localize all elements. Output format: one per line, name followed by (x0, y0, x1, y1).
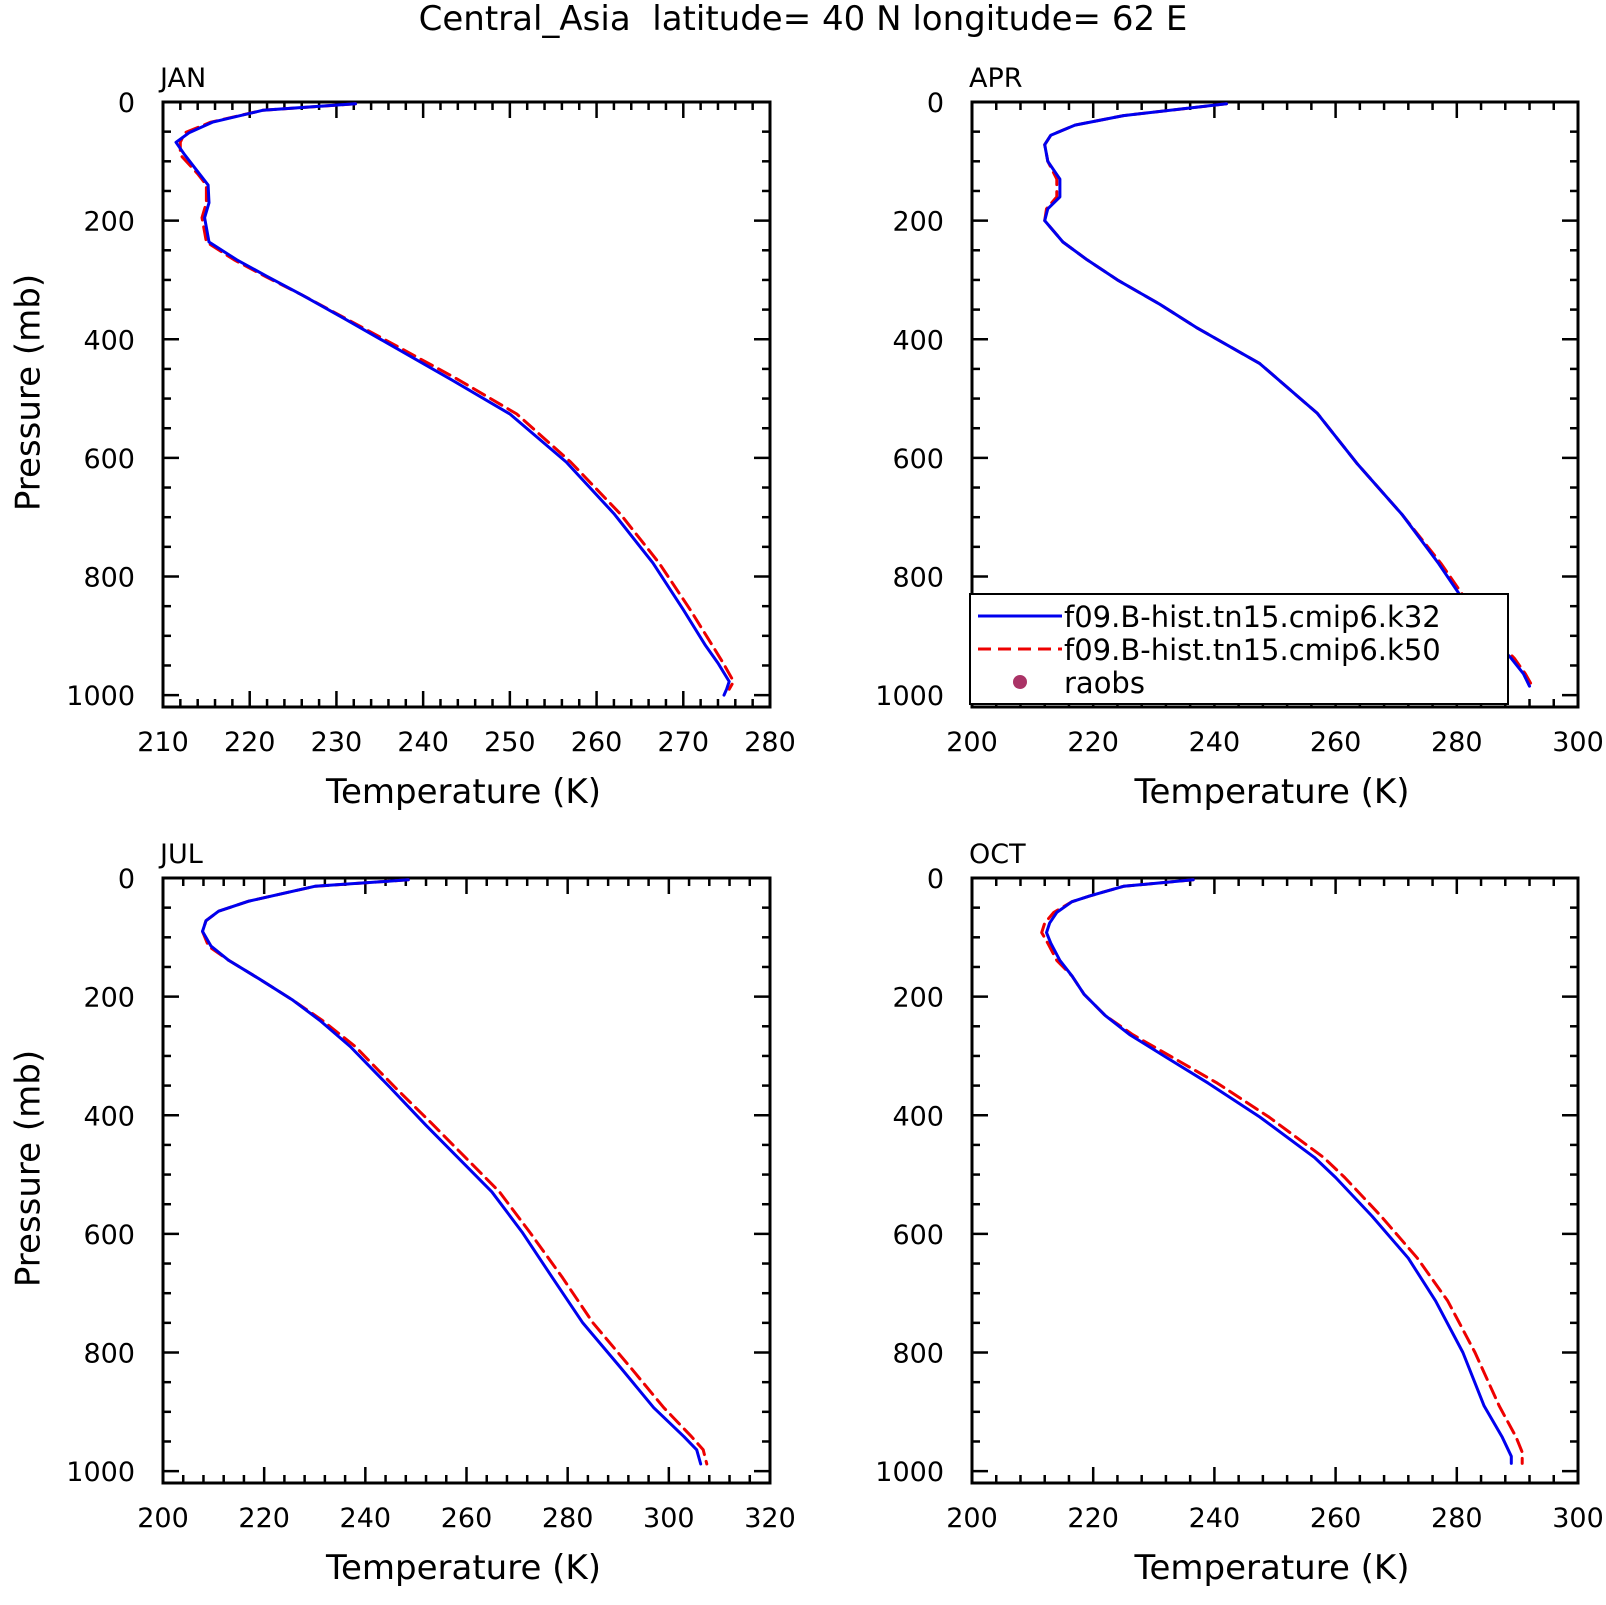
y-tick-label: 600 (892, 1220, 944, 1251)
x-tick-label: 220 (1067, 727, 1119, 758)
plot-frame (970, 100, 1580, 709)
y-axis-label: Pressure (mb) (9, 274, 49, 511)
series-line-k50 (178, 102, 736, 691)
series-line-k32 (174, 102, 731, 697)
y-tick-label: 0 (118, 88, 135, 119)
x-tick-label: 220 (1067, 1503, 1119, 1534)
x-tick-label: 260 (441, 1503, 493, 1534)
y-tick-label: 0 (927, 864, 944, 895)
plot-frame (970, 876, 1580, 1485)
y-axis-label: Pressure (mb) (9, 1050, 49, 1287)
legend-label: f09.B-hist.tn15.cmip6.k32 (1064, 600, 1441, 634)
panel-title: JAN (158, 63, 206, 94)
y-tick-label: 400 (83, 1101, 135, 1132)
y-tick-label: 1000 (875, 1457, 944, 1488)
x-axis-label: Temperature (K) (1133, 1548, 1409, 1588)
x-tick-label: 240 (1189, 727, 1241, 758)
legend-label: raobs (1064, 666, 1145, 700)
x-tick-label: 200 (946, 1503, 998, 1534)
panel-jul: JUL 200 220 240 260 280 300 320 0 200 400 600 800 100… (9, 839, 796, 1588)
y-tick-label: 200 (892, 207, 944, 238)
y-tick-label: 1000 (66, 681, 135, 712)
series-line-k50 (201, 878, 709, 1466)
x-tick-label: 200 (946, 727, 998, 758)
y-tick-label: 200 (892, 983, 944, 1014)
x-tick-label: 320 (744, 1503, 796, 1534)
legend-label: f09.B-hist.tn15.cmip6.k50 (1064, 633, 1441, 667)
y-tick-label: 1000 (66, 1457, 135, 1488)
x-tick-label: 240 (397, 727, 449, 758)
y-tick-label: 600 (892, 444, 944, 475)
series-line-k32 (1045, 878, 1513, 1465)
y-tick-label: 400 (892, 1101, 944, 1132)
x-tick-label: 240 (1189, 1503, 1241, 1534)
series-line-k50 (1040, 878, 1524, 1465)
panel-apr: APR 200 220 240 260 280 300 0 200 400 600 800 1000 Te… (875, 63, 1603, 812)
y-tick-label: 400 (83, 325, 135, 356)
x-tick-label: 270 (658, 727, 710, 758)
x-tick-label: 280 (1431, 1503, 1483, 1534)
y-tick-label: 800 (892, 1339, 944, 1370)
x-tick-label: 210 (137, 727, 189, 758)
x-tick-label: 280 (542, 1503, 594, 1534)
y-tick-label: 400 (892, 325, 944, 356)
series-line-k32 (201, 878, 703, 1466)
x-axis-label: Temperature (K) (1133, 772, 1409, 812)
y-tick-label: 800 (83, 1339, 135, 1370)
x-tick-label: 300 (1552, 1503, 1604, 1534)
x-tick-label: 300 (643, 1503, 695, 1534)
y-tick-label: 0 (927, 88, 944, 119)
y-tick-label: 0 (118, 864, 135, 895)
x-tick-label: 240 (340, 1503, 392, 1534)
y-tick-label: 200 (83, 207, 135, 238)
panel-jan: JAN 210 220 230 240 250 260 270 280 0 200 400 600 800… (9, 63, 796, 812)
x-tick-label: 280 (1431, 727, 1483, 758)
main-title: Central_Asia latitude= 40 N longitude= 6… (419, 0, 1188, 39)
x-tick-label: 230 (311, 727, 363, 758)
plot-frame (161, 100, 772, 709)
panel-oct: OCT 200 220 240 260 280 300 0 200 400 600 800 1000 Te… (875, 839, 1603, 1588)
panel-title: APR (969, 63, 1023, 94)
x-tick-label: 300 (1552, 727, 1604, 758)
x-tick-label: 220 (238, 1503, 290, 1534)
x-tick-label: 200 (137, 1503, 189, 1534)
y-tick-label: 600 (83, 444, 135, 475)
panel-title: JUL (158, 839, 203, 870)
x-axis-label: Temperature (K) (325, 1548, 601, 1588)
x-tick-label: 260 (1310, 727, 1362, 758)
y-tick-label: 600 (83, 1220, 135, 1251)
y-tick-label: 200 (83, 983, 135, 1014)
legend-box (969, 593, 1509, 705)
x-axis-label: Temperature (K) (325, 772, 601, 812)
x-tick-label: 260 (1310, 1503, 1362, 1534)
plot-frame (161, 876, 772, 1485)
legend: f09.B-hist.tn15.cmip6.k32f09.B-hist.tn15… (969, 593, 1509, 705)
panels-container: JAN 210 220 230 240 250 260 270 280 0 200 400 600 800… (9, 63, 1604, 1588)
x-tick-label: 220 (224, 727, 276, 758)
x-tick-label: 250 (484, 727, 536, 758)
y-tick-label: 800 (83, 563, 135, 594)
x-tick-label: 260 (571, 727, 623, 758)
y-tick-label: 800 (892, 563, 944, 594)
x-tick-label: 280 (744, 727, 796, 758)
panel-title: OCT (969, 839, 1026, 870)
legend-swatch-raobs (1013, 675, 1027, 689)
y-tick-label: 1000 (875, 681, 944, 712)
